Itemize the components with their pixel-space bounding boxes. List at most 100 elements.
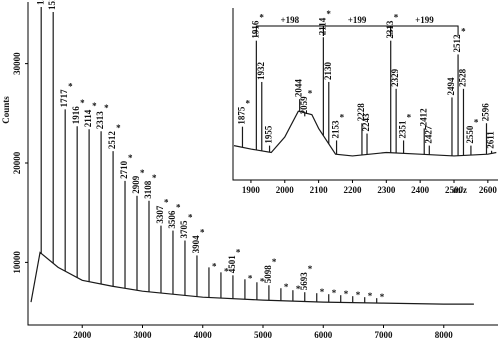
peak-label: 2313 bbox=[95, 111, 105, 130]
peak-marker: * bbox=[407, 112, 412, 122]
peak-marker: * bbox=[380, 292, 385, 302]
peak-label: 2909 bbox=[131, 175, 141, 194]
x-tick-label: 2000 bbox=[73, 330, 92, 340]
peak-label: 5693 bbox=[299, 272, 309, 291]
peak-marker: * bbox=[326, 9, 331, 19]
peak-marker: * bbox=[368, 291, 373, 301]
peak-label: 2494 bbox=[446, 77, 456, 96]
x-tick-label: 2000 bbox=[276, 185, 295, 195]
x-tick-label: 5000 bbox=[254, 330, 273, 340]
peak-marker: * bbox=[474, 118, 479, 128]
peak-label: 2412 bbox=[418, 108, 428, 127]
peak-label: 2313 bbox=[385, 20, 395, 39]
x-tick-label: 2400 bbox=[411, 185, 430, 195]
peak-label: 1717 bbox=[59, 89, 69, 108]
peak-marker: * bbox=[356, 290, 361, 300]
x-tick-label: 1900 bbox=[242, 185, 261, 195]
x-tick-label: 8000 bbox=[435, 330, 454, 340]
y-tick-label: 30000 bbox=[12, 52, 22, 75]
bracket-label: +199 bbox=[348, 15, 367, 25]
peak-label: 2550 bbox=[465, 125, 475, 144]
inset-background bbox=[233, 8, 498, 180]
peak-marker: * bbox=[248, 273, 253, 283]
baseline-trace bbox=[30, 251, 474, 305]
y-tick-label: 10000 bbox=[12, 251, 22, 274]
peak-label: 1916 bbox=[250, 20, 260, 39]
peak-label: 2130 bbox=[323, 61, 333, 80]
peak-label: 2228 bbox=[356, 103, 366, 122]
axis bbox=[27, 2, 498, 326]
peak-label: 2059 bbox=[299, 96, 309, 115]
peak-marker: * bbox=[68, 81, 73, 91]
x-tick-label: 3000 bbox=[133, 330, 152, 340]
peak-marker: * bbox=[176, 203, 181, 213]
peak-marker: * bbox=[259, 13, 264, 23]
y-tick-label: 20000 bbox=[12, 151, 22, 174]
peak-label: 2596 bbox=[481, 103, 491, 122]
peak-marker: * bbox=[212, 261, 217, 271]
x-tick-label: 2600 bbox=[479, 185, 498, 195]
peak-label: 2114 bbox=[83, 109, 93, 127]
peak-marker: * bbox=[92, 101, 97, 111]
peak-label: 5098 bbox=[263, 265, 273, 284]
y-axis-label: Counts bbox=[1, 96, 11, 124]
peak-marker: * bbox=[245, 99, 250, 109]
peak-label: 1518 bbox=[47, 0, 57, 10]
peak-marker: * bbox=[340, 112, 345, 122]
peak-marker: * bbox=[394, 13, 399, 23]
peak-label: 2351 bbox=[398, 120, 408, 139]
bracket-label: +199 bbox=[415, 15, 434, 25]
x-axis-label: m/z bbox=[453, 185, 467, 195]
peak-label: 4501 bbox=[227, 255, 237, 274]
peak-label: 2512 bbox=[107, 131, 117, 150]
baseline-trace bbox=[233, 110, 497, 157]
peak-marker: * bbox=[152, 173, 157, 183]
peak-label: 3705 bbox=[179, 220, 189, 239]
x-tick-label: 4000 bbox=[194, 330, 213, 340]
bracket bbox=[390, 25, 459, 36]
peak-label: 2427 bbox=[423, 125, 433, 144]
x-tick-label: 6000 bbox=[314, 330, 333, 340]
peak-label: 1319 bbox=[35, 0, 45, 5]
x-tick-label: 2300 bbox=[377, 185, 396, 195]
peak-label: 1916 bbox=[71, 106, 81, 125]
peak-label: 1875 bbox=[237, 106, 247, 125]
peak-marker: * bbox=[128, 153, 133, 163]
peak-marker: * bbox=[200, 227, 205, 237]
peak-label: 2528 bbox=[458, 68, 468, 87]
peak-label: 2710 bbox=[119, 160, 129, 179]
peak-marker: * bbox=[332, 288, 337, 298]
peak-marker: * bbox=[284, 282, 289, 292]
peak-label: 3108 bbox=[143, 180, 153, 199]
peak-marker: * bbox=[308, 88, 313, 98]
peak-label: 2611 bbox=[486, 131, 496, 149]
peak-label: 3904 bbox=[191, 235, 201, 254]
peak-marker: * bbox=[236, 247, 241, 257]
peak-marker: * bbox=[140, 168, 145, 178]
peak-marker: * bbox=[272, 257, 277, 267]
x-tick-label: 2200 bbox=[343, 185, 362, 195]
bracket-label: +198 bbox=[281, 15, 300, 25]
peak-marker: * bbox=[80, 98, 85, 108]
peak-marker: * bbox=[308, 264, 313, 274]
axis bbox=[232, 8, 498, 181]
peak-label: 2329 bbox=[390, 68, 400, 87]
peak-marker: * bbox=[188, 213, 193, 223]
peak-label: 3307 bbox=[155, 205, 165, 224]
peak-marker: * bbox=[164, 198, 169, 208]
peak-label: 1932 bbox=[256, 61, 266, 80]
x-tick-label: 2500 bbox=[445, 185, 464, 195]
peak-marker: * bbox=[461, 26, 466, 36]
peak-marker: * bbox=[224, 266, 229, 276]
peak-label: 2044 bbox=[294, 79, 304, 98]
peak-label: 2512 bbox=[452, 34, 462, 53]
peak-label: 3506 bbox=[167, 210, 177, 229]
peak-marker: * bbox=[344, 289, 349, 299]
peak-marker: * bbox=[104, 103, 109, 113]
peak-label: 1955 bbox=[264, 125, 274, 144]
peak-marker: * bbox=[296, 284, 301, 294]
peak-marker: * bbox=[320, 287, 325, 297]
x-tick-label: 2100 bbox=[310, 185, 329, 195]
x-tick-label: 7000 bbox=[375, 330, 394, 340]
